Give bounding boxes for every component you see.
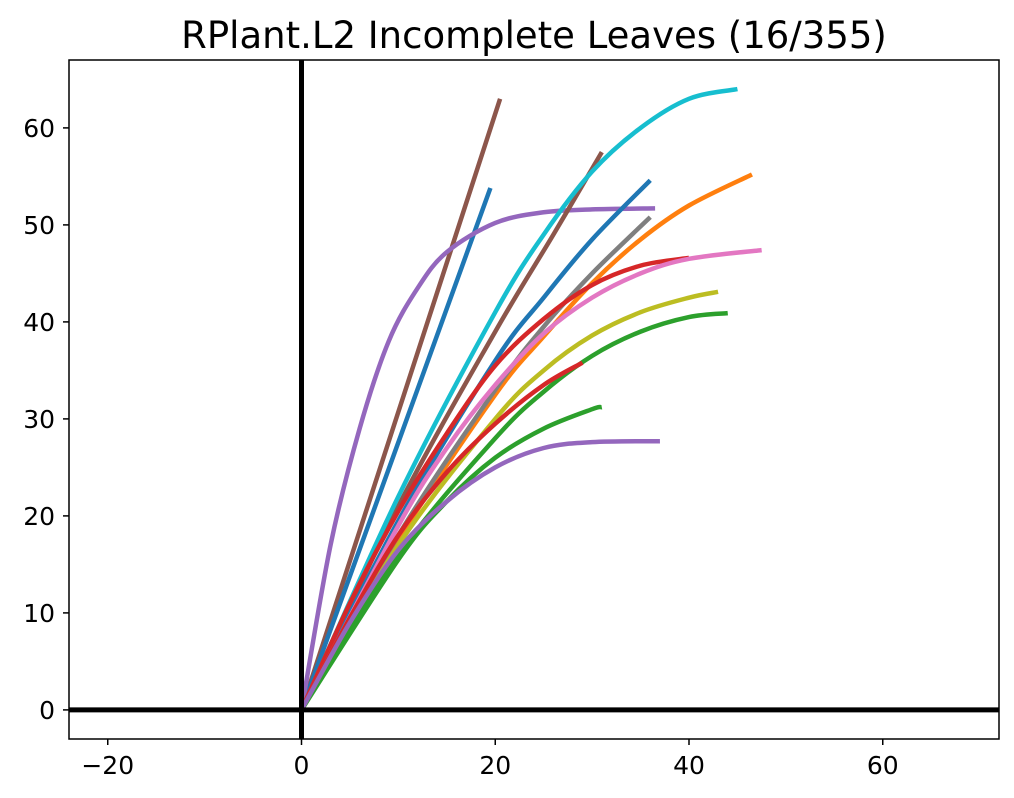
x-tick-label: 20 <box>479 751 511 780</box>
series-line-12 <box>299 310 728 712</box>
series-line-5 <box>299 86 738 711</box>
axis-ticks: −20 0 20 40 60 0 10 20 30 40 50 60 <box>23 114 898 780</box>
x-tick-label: −20 <box>81 751 134 780</box>
chart-title: RPlant.L2 Incomplete Leaves (16/355) <box>181 14 887 57</box>
x-tick-label: 40 <box>673 751 705 780</box>
y-tick-label: 10 <box>23 599 55 628</box>
y-tick-label: 0 <box>39 696 55 725</box>
series-line-1 <box>299 98 503 711</box>
x-tick-label: 60 <box>867 751 899 780</box>
series-line-2 <box>299 187 493 711</box>
x-tick-label: 0 <box>294 751 310 780</box>
y-tick-label: 50 <box>23 211 55 240</box>
y-tick-label: 40 <box>23 308 55 337</box>
series-line-10 <box>299 247 762 711</box>
y-tick-label: 20 <box>23 502 55 531</box>
series-line-14 <box>299 404 603 712</box>
y-tick-label: 60 <box>23 114 55 143</box>
series-line-3 <box>299 206 656 711</box>
series-layer <box>299 86 762 712</box>
plot-frame <box>68 59 1000 740</box>
series-line-15 <box>299 438 660 711</box>
reference-lines <box>69 60 999 739</box>
series-line-9 <box>299 255 690 711</box>
y-tick-label: 30 <box>23 405 55 434</box>
